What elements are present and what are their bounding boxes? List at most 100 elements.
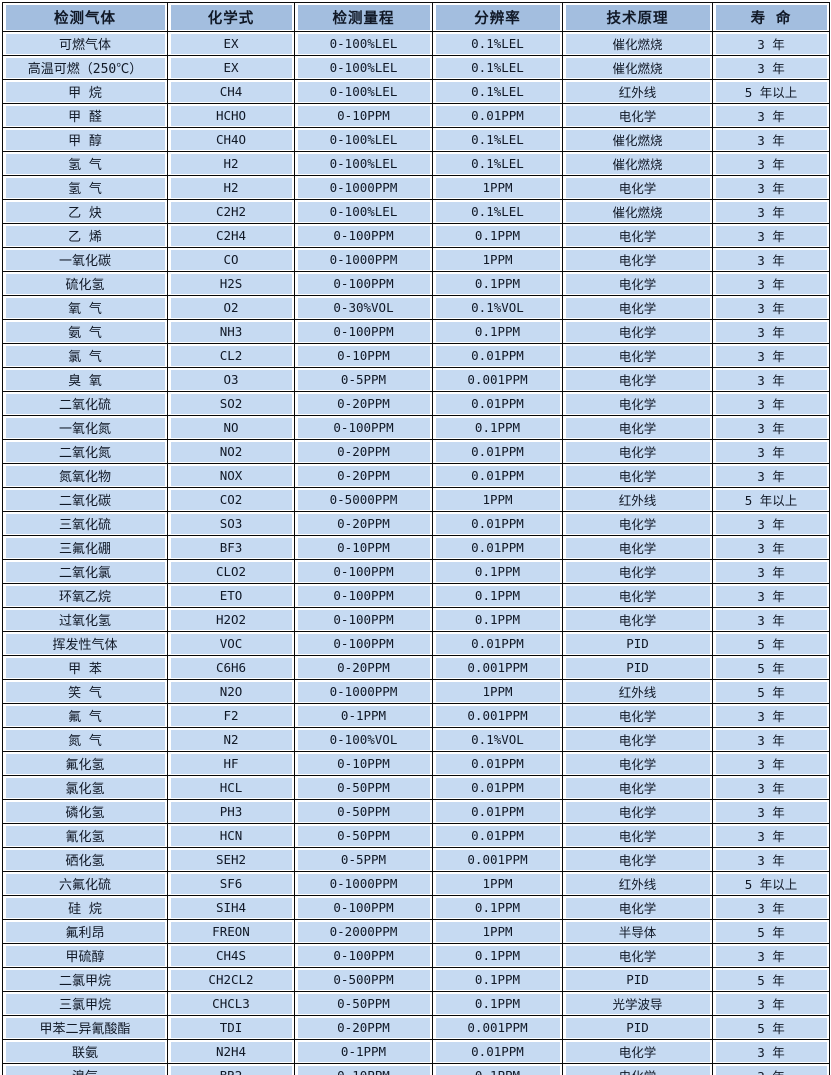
- table-row: 二氧化硫 SO2 0-20PPM 0.01PPM 电化学 3 年: [2, 391, 830, 416]
- table-row: 氧 气 O2 0-30%VOL 0.1%VOL 电化学 3 年: [2, 295, 830, 320]
- principle-cell: 电化学: [562, 1039, 713, 1064]
- gas-name-cell: 氯化氢: [2, 775, 168, 800]
- resolution-cell: 0.1%LEL: [432, 127, 563, 152]
- resolution-cell: 0.1PPM: [432, 319, 563, 344]
- table-row: 联氨 N2H4 0-1PPM 0.01PPM 电化学 3 年: [2, 1039, 830, 1064]
- principle-cell: 电化学: [562, 823, 713, 848]
- table-row: 甲硫醇 CH4S 0-100PPM 0.1PPM 电化学 3 年: [2, 943, 830, 968]
- lifespan-cell: 3 年: [712, 535, 830, 560]
- range-cell: 0-20PPM: [294, 439, 433, 464]
- table-row: 磷化氢 PH3 0-50PPM 0.01PPM 电化学 3 年: [2, 799, 830, 824]
- table-row: 甲 苯 C6H6 0-20PPM 0.001PPM PID 5 年: [2, 655, 830, 680]
- formula-cell: C2H4: [167, 223, 295, 248]
- resolution-cell: 0.1PPM: [432, 271, 563, 296]
- resolution-cell: 0.01PPM: [432, 751, 563, 776]
- lifespan-cell: 3 年: [712, 295, 830, 320]
- formula-cell: VOC: [167, 631, 295, 656]
- formula-cell: HCHO: [167, 103, 295, 128]
- formula-cell: SIH4: [167, 895, 295, 920]
- table-row: 甲 烷 CH4 0-100%LEL 0.1%LEL 红外线 5 年以上: [2, 79, 830, 104]
- principle-cell: 电化学: [562, 895, 713, 920]
- range-cell: 0-5PPM: [294, 847, 433, 872]
- gas-name-cell: 可燃气体: [2, 31, 168, 56]
- range-cell: 0-5000PPM: [294, 487, 433, 512]
- formula-cell: CL2: [167, 343, 295, 368]
- principle-cell: 电化学: [562, 943, 713, 968]
- principle-cell: 电化学: [562, 583, 713, 608]
- lifespan-cell: 3 年: [712, 391, 830, 416]
- lifespan-cell: 3 年: [712, 511, 830, 536]
- formula-cell: N2O: [167, 679, 295, 704]
- resolution-cell: 0.1%LEL: [432, 55, 563, 80]
- principle-cell: 电化学: [562, 751, 713, 776]
- principle-cell: 电化学: [562, 511, 713, 536]
- formula-cell: NOX: [167, 463, 295, 488]
- lifespan-cell: 3 年: [712, 943, 830, 968]
- table-row: 氟利昂 FREON 0-2000PPM 1PPM 半导体 5 年: [2, 919, 830, 944]
- table-row: 氮 气 N2 0-100%VOL 0.1%VOL 电化学 3 年: [2, 727, 830, 752]
- principle-cell: 电化学: [562, 223, 713, 248]
- lifespan-cell: 5 年: [712, 967, 830, 992]
- table-row: 氢 气 H2 0-100%LEL 0.1%LEL 催化燃烧 3 年: [2, 151, 830, 176]
- resolution-cell: 0.001PPM: [432, 847, 563, 872]
- table-row: 乙 炔 C2H2 0-100%LEL 0.1%LEL 催化燃烧 3 年: [2, 199, 830, 224]
- header-row: 检测气体 化学式 检测量程 分辨率 技术原理 寿 命: [2, 2, 830, 32]
- lifespan-cell: 3 年: [712, 31, 830, 56]
- resolution-cell: 0.01PPM: [432, 823, 563, 848]
- formula-cell: C6H6: [167, 655, 295, 680]
- gas-name-cell: 臭 氧: [2, 367, 168, 392]
- table-row: 硅 烷 SIH4 0-100PPM 0.1PPM 电化学 3 年: [2, 895, 830, 920]
- principle-cell: 半导体: [562, 919, 713, 944]
- principle-cell: 电化学: [562, 847, 713, 872]
- resolution-cell: 0.1PPM: [432, 895, 563, 920]
- range-cell: 0-30%VOL: [294, 295, 433, 320]
- resolution-cell: 0.1PPM: [432, 991, 563, 1016]
- table-row: 氢 气 H2 0-1000PPM 1PPM 电化学 3 年: [2, 175, 830, 200]
- principle-cell: 电化学: [562, 415, 713, 440]
- gas-name-cell: 环氧乙烷: [2, 583, 168, 608]
- gas-name-cell: 高温可燃（250℃）: [2, 55, 168, 80]
- gas-name-cell: 磷化氢: [2, 799, 168, 824]
- formula-cell: H2: [167, 175, 295, 200]
- table-row: 硫化氢 H2S 0-100PPM 0.1PPM 电化学 3 年: [2, 271, 830, 296]
- resolution-cell: 0.1PPM: [432, 559, 563, 584]
- resolution-cell: 0.1%LEL: [432, 79, 563, 104]
- lifespan-cell: 3 年: [712, 751, 830, 776]
- table-row: 三氯甲烷 CHCL3 0-50PPM 0.1PPM 光学波导 3 年: [2, 991, 830, 1016]
- range-cell: 0-100%LEL: [294, 151, 433, 176]
- lifespan-cell: 5 年: [712, 679, 830, 704]
- table-row: 氯化氢 HCL 0-50PPM 0.01PPM 电化学 3 年: [2, 775, 830, 800]
- formula-cell: FREON: [167, 919, 295, 944]
- range-cell: 0-2000PPM: [294, 919, 433, 944]
- range-cell: 0-100%LEL: [294, 127, 433, 152]
- table-row: 过氧化氢 H2O2 0-100PPM 0.1PPM 电化学 3 年: [2, 607, 830, 632]
- gas-name-cell: 三氧化硫: [2, 511, 168, 536]
- gas-name-cell: 溴气: [2, 1063, 168, 1075]
- header-resolution: 分辨率: [432, 2, 563, 32]
- table-row: 氯 气 CL2 0-10PPM 0.01PPM 电化学 3 年: [2, 343, 830, 368]
- range-cell: 0-5PPM: [294, 367, 433, 392]
- resolution-cell: 0.1%LEL: [432, 31, 563, 56]
- gas-name-cell: 笑 气: [2, 679, 168, 704]
- gas-name-cell: 氧 气: [2, 295, 168, 320]
- formula-cell: HCN: [167, 823, 295, 848]
- gas-name-cell: 硒化氢: [2, 847, 168, 872]
- resolution-cell: 0.01PPM: [432, 439, 563, 464]
- gas-name-cell: 一氧化碳: [2, 247, 168, 272]
- gas-name-cell: 联氨: [2, 1039, 168, 1064]
- gas-name-cell: 硅 烷: [2, 895, 168, 920]
- lifespan-cell: 3 年: [712, 847, 830, 872]
- formula-cell: SO2: [167, 391, 295, 416]
- range-cell: 0-10PPM: [294, 343, 433, 368]
- formula-cell: NO: [167, 415, 295, 440]
- lifespan-cell: 3 年: [712, 127, 830, 152]
- table-row: 甲苯二异氰酸酯 TDI 0-20PPM 0.001PPM PID 5 年: [2, 1015, 830, 1040]
- principle-cell: 电化学: [562, 439, 713, 464]
- header-range: 检测量程: [294, 2, 433, 32]
- lifespan-cell: 3 年: [712, 895, 830, 920]
- formula-cell: ETO: [167, 583, 295, 608]
- resolution-cell: 0.1PPM: [432, 223, 563, 248]
- lifespan-cell: 3 年: [712, 55, 830, 80]
- principle-cell: 红外线: [562, 871, 713, 896]
- range-cell: 0-20PPM: [294, 1015, 433, 1040]
